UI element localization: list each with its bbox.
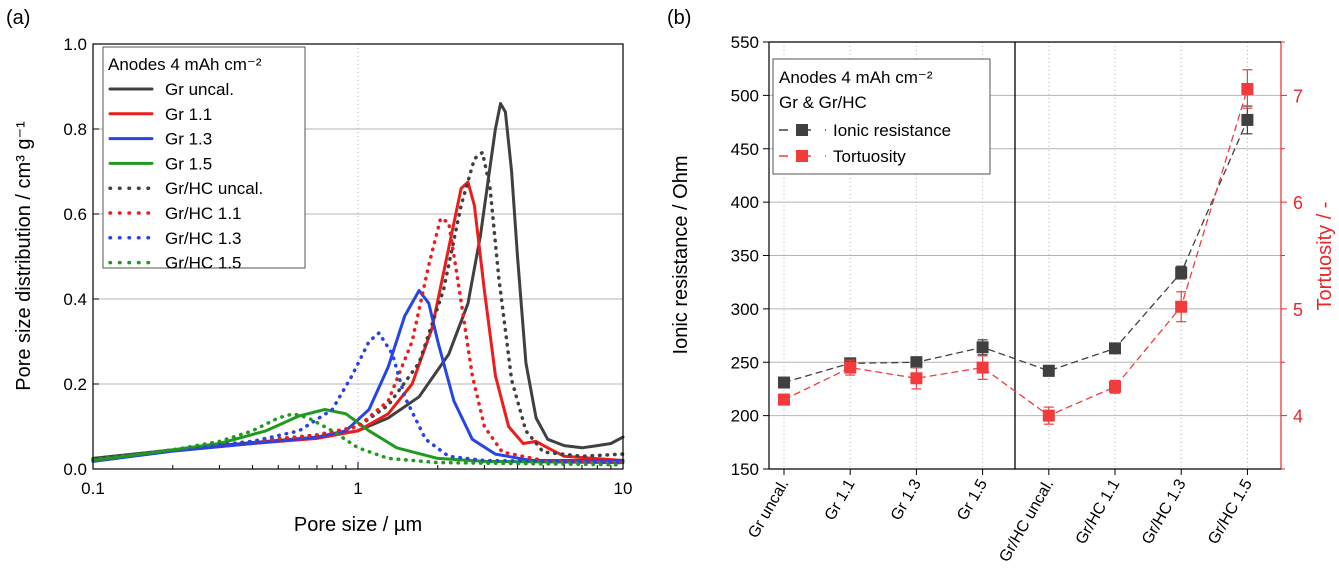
panel-b-point-ionic-resistance: [976, 341, 989, 354]
panel-a-series-gr-1-3: [91, 289, 625, 463]
panel-b-legend-subtitle: Gr & Gr/HC: [779, 93, 867, 112]
panel-a-axis-ticks: 0.0 0.2 0.4 0.6 0.8 1.0 0.1 1 10: [63, 35, 632, 498]
panel-b-point-ionic-resistance: [1042, 364, 1055, 377]
panel-b-point-tortuosity: [1109, 380, 1121, 393]
panel-a-y-tick-label: 0.8: [63, 120, 87, 139]
panel-b-series: [778, 69, 1254, 425]
panel-b-point-ionic-resistance: [778, 376, 790, 389]
panel-b-y2-tick-label: 5: [1293, 300, 1303, 320]
panel-a-series-gr-hc-1-5: [91, 412, 625, 467]
panel-a-x-tick-label: 10: [614, 479, 633, 498]
panel-b-x-tick-label: Gr uncal.: [745, 477, 792, 542]
panel-b-x-tick-label: Gr 1.1: [822, 476, 859, 523]
panel-a-y-tick-label: 0.2: [63, 375, 87, 394]
panel-b-y-tick-label: 550: [731, 33, 759, 52]
panel-b-legend-label-ionic-resistance: Ionic resistance: [833, 121, 951, 140]
panel-b-point-tortuosity: [910, 372, 923, 385]
panel-b-y-tick-label: 150: [731, 460, 759, 479]
panel-b-x-tick-label: Gr/HC 1.1: [1073, 476, 1124, 547]
panel-b-point-ionic-resistance: [1109, 342, 1121, 355]
panel-b-legend-items: Ionic resistance Tortuosity: [779, 121, 951, 166]
panel-b-point-tortuosity: [844, 361, 857, 374]
panel-b-legend-marker-tortuosity: [796, 150, 808, 162]
panel-b-series-ionic-resistance: [778, 105, 1254, 389]
panel-a-legend-label-gr-hc-1-3: Gr/HC 1.3: [165, 229, 242, 248]
panel-b-point-tortuosity: [778, 393, 790, 406]
panel-b-y2-tick-label: 4: [1293, 407, 1303, 427]
panel-b-x-tick-label: Gr/HC uncal.: [996, 477, 1057, 566]
panel-b-x-tick-label: Gr/HC 1.3: [1139, 476, 1190, 547]
panel-b-y-tick-label: 400: [731, 193, 759, 212]
panel-a-y-tick-label: 1.0: [63, 35, 87, 54]
panel-b-x-tick-label: Gr 1.3: [888, 476, 925, 523]
panel-b-y-tick-label: 350: [731, 247, 759, 266]
panel-b-y2-axis-title: Tortuosity / -: [1314, 202, 1336, 311]
panel-a-legend-label-gr-1-5: Gr 1.5: [165, 154, 212, 173]
panel-b-y-tick-label: 250: [731, 353, 759, 372]
panel-b-y-tick-label: 450: [731, 140, 759, 159]
panel-a-legend-box: [102, 46, 306, 269]
panel-b-point-tortuosity: [976, 361, 989, 374]
panel-b-legend-label-tortuosity: Tortuosity: [833, 147, 906, 166]
panel-b-y-tick-label: 300: [731, 300, 759, 319]
panel-b-point-ionic-resistance: [1241, 113, 1254, 126]
panel-b-y-tick-label: 500: [731, 86, 759, 105]
panel-b-legend-title: Anodes 4 mAh cm⁻²: [779, 68, 933, 87]
panel-a-y-tick-label: 0.4: [63, 290, 87, 309]
panel-a-x-axis-title: Pore size / µm: [294, 514, 422, 536]
panel-a-series-gr-hc-1-3: [91, 331, 625, 465]
panel-b-label: (b): [667, 7, 691, 29]
panel-b-y2-tick-label: 6: [1293, 193, 1303, 213]
panel-a-label: (a): [6, 7, 30, 29]
panel-a-legend-label-gr-hc-uncal: Gr/HC uncal.: [165, 179, 263, 198]
panel-a-legend-label-gr-uncal: Gr uncal.: [165, 80, 234, 99]
panel-a-series-gr-hc-1-1: [91, 216, 625, 465]
panel-b-line-tortuosity: [783, 88, 1249, 417]
panel-b-y2-tick-label: 7: [1293, 86, 1303, 106]
panel-a-pore-size-distribution: (a) 0.0 0.2 0.4 0.6 0.8 1.0 0.1 1 10 Pore size /…: [6, 7, 632, 536]
panel-a-legend-label-gr-1-1: Gr 1.1: [165, 105, 212, 124]
panel-b-point-tortuosity: [1042, 409, 1055, 422]
panel-b-point-tortuosity: [1241, 82, 1254, 95]
panel-b-legend: Anodes 4 mAh cm⁻² Gr & Gr/HC Ionic resis…: [772, 58, 991, 175]
panel-b-series-tortuosity: [778, 69, 1254, 425]
panel-a-y-tick-label: 0.6: [63, 205, 87, 224]
panel-b-ionic-resistance-tortuosity: (b) 150 200 250 300 350 400 450 500 550 4 5 6 7 Gr un…: [667, 7, 1336, 565]
panel-a-legend: Anodes 4 mAh cm⁻² Gr uncal.Gr 1.1Gr 1.3G…: [102, 46, 306, 273]
panel-a-legend-label-gr-1-3: Gr 1.3: [165, 130, 212, 149]
panel-a-legend-items: Gr uncal. Gr 1.1 Gr 1.3 Gr 1.5 Gr/HC uncal. G…: [108, 80, 263, 273]
panel-b-legend-box: [772, 58, 991, 175]
panel-b-point-ionic-resistance: [1175, 266, 1188, 279]
panel-a-x-tick-label: 1: [353, 479, 362, 498]
panel-b-point-ionic-resistance: [910, 356, 923, 369]
panel-a-series-lines: [91, 102, 625, 467]
panel-a-y-tick-label: 0.0: [63, 460, 87, 479]
panel-b-line-ionic-resistance: [783, 119, 1248, 384]
panel-b-point-tortuosity: [1175, 300, 1188, 313]
panel-b-x-tick-label: Gr/HC 1.5: [1205, 476, 1256, 547]
panel-b-legend-marker-ionic-resistance: [796, 124, 808, 136]
panel-a-legend-label-gr-hc-1-1: Gr/HC 1.1: [165, 204, 242, 223]
panel-a-y-axis-title: Pore size distribution / cm³ g⁻¹: [13, 121, 35, 391]
panel-a-x-tick-label: 0.1: [81, 479, 105, 498]
panel-b-y-tick-label: 200: [731, 407, 759, 426]
panel-b-x-tick-label: Gr 1.5: [954, 476, 991, 523]
panel-a-legend-label-gr-hc-1-5: Gr/HC 1.5: [165, 254, 242, 273]
panel-a-legend-title: Anodes 4 mAh cm⁻²: [108, 55, 262, 74]
panel-b-y-axis-title: Ionic resistance / Ohm: [670, 156, 692, 355]
